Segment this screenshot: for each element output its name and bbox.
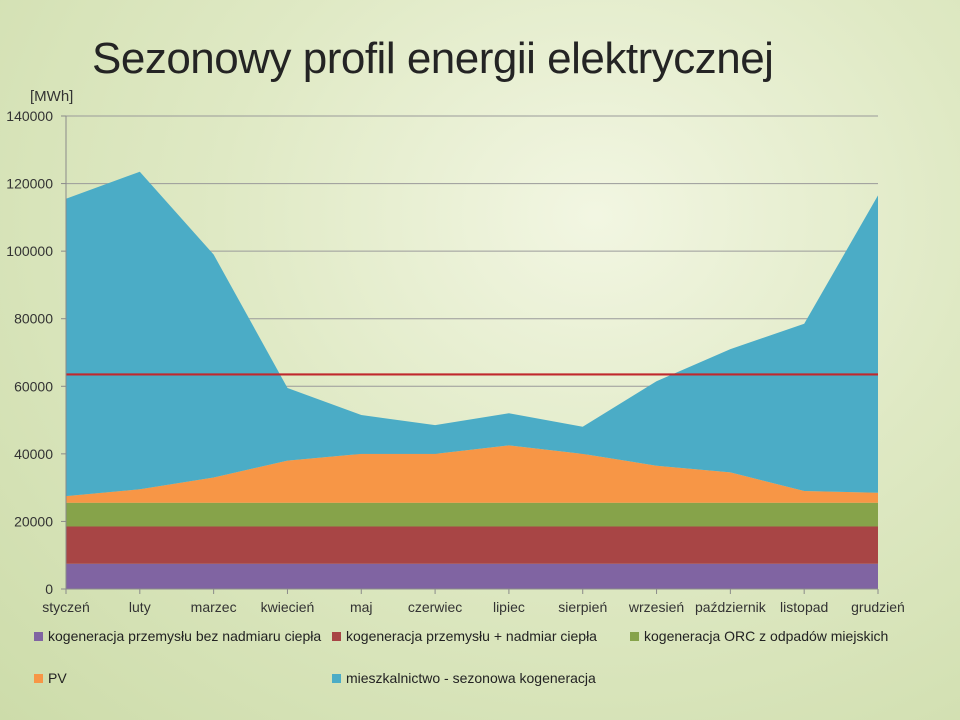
y-tick-label: 100000 [6, 243, 53, 259]
legend-swatch [34, 631, 43, 641]
legend-label: mieszkalnictwo - sezonowa kogeneracja [346, 670, 596, 686]
legend-label: kogeneracja przemysłu + nadmiar ciepła [346, 628, 597, 644]
area-series [66, 171, 878, 589]
y-tick-label: 120000 [6, 176, 53, 192]
y-axis-unit-label: [MWh] [30, 88, 74, 105]
legend-swatch [332, 673, 341, 683]
y-tick-label: 140000 [6, 108, 53, 124]
legend-swatch [34, 673, 43, 683]
chart-title: Sezonowy profil energii elektrycznej [92, 34, 774, 83]
x-tick-label: lipiec [493, 599, 525, 615]
legend-item: mieszkalnictwo - sezonowa kogeneracja [332, 670, 596, 686]
axes [61, 115, 879, 594]
legend-label: PV [48, 670, 67, 686]
legend-item: kogeneracja ORC z odpadów miejskich [630, 628, 888, 644]
y-tick-label: 20000 [14, 513, 53, 529]
area-series-2 [66, 502, 878, 527]
x-tick-label: luty [129, 599, 151, 615]
x-tick-label: grudzień [851, 599, 905, 615]
legend-label: kogeneracja ORC z odpadów miejskich [644, 628, 889, 644]
x-tick-label: wrzesień [628, 599, 684, 615]
area-series-4 [66, 171, 878, 497]
area-series-0 [66, 563, 878, 589]
x-tick-label: sierpień [558, 599, 607, 615]
x-tick-label: czerwiec [408, 599, 462, 615]
legend-item: PV [34, 670, 67, 686]
x-tick-label: kwiecień [261, 599, 315, 615]
legend-label: kogeneracja przemysłu bez nadmiaru ciepł… [48, 628, 322, 644]
x-tick-label: styczeń [42, 599, 89, 615]
area-series-3 [66, 445, 878, 503]
tick-labels: 0 20000 40000 60000 80000 100000 120000 140000 s… [6, 108, 905, 615]
y-tick-label: 60000 [14, 378, 53, 394]
legend-item: kogeneracja przemysłu bez nadmiaru ciepł… [34, 628, 321, 644]
y-tick-label: 40000 [14, 446, 53, 462]
legend-swatch [630, 631, 639, 641]
y-tick-label: 0 [45, 581, 53, 597]
x-tick-label: marzec [191, 599, 237, 615]
x-tick-label: październik [695, 599, 767, 615]
x-tick-label: listopad [780, 599, 828, 615]
y-tick-label: 80000 [14, 311, 53, 327]
legend-item: kogeneracja przemysłu + nadmiar ciepła [332, 628, 597, 644]
legend-swatch [332, 631, 341, 641]
x-tick-label: maj [350, 599, 373, 615]
area-series-1 [66, 526, 878, 564]
